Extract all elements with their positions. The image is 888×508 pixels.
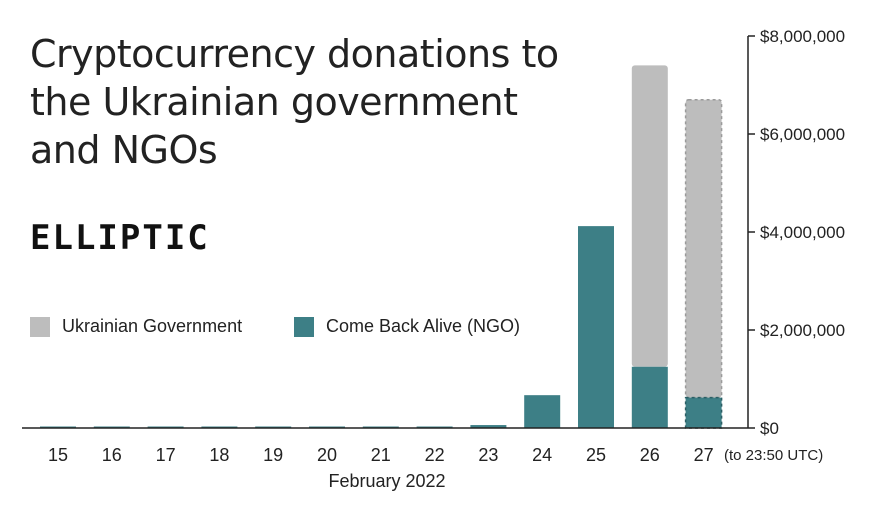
x-tick-label-18: 18 — [209, 445, 229, 465]
x-tick-label-17: 17 — [156, 445, 176, 465]
y-tick-label-2: $4,000,000 — [760, 223, 845, 242]
bar-ngo-23 — [470, 425, 507, 428]
bar-ngo-24 — [524, 395, 561, 428]
x-tick-label-19: 19 — [263, 445, 283, 465]
x-tick-label-21: 21 — [371, 445, 391, 465]
x-tick-label-16: 16 — [102, 445, 122, 465]
legend-label-government: Ukrainian Government — [62, 316, 243, 336]
y-tick-label-0: $0 — [760, 419, 779, 438]
y-tick-label-1: $2,000,000 — [760, 321, 845, 340]
x-tick-label-23: 23 — [478, 445, 498, 465]
bar-ngo-26 — [631, 366, 668, 428]
legend-swatch-ngo — [294, 316, 314, 337]
x-tick-label-26: 26 — [640, 445, 660, 465]
x-axis-label: February 2022 — [328, 471, 445, 491]
last-day-note: (to 23:50 UTC) — [724, 447, 823, 464]
bar-ngo-25 — [578, 226, 614, 428]
bar-government-26 — [631, 65, 668, 367]
legend-item-ngo: Come Back Alive (NGO) — [294, 316, 520, 337]
bar-government-27 — [684, 98, 723, 399]
legend-swatch-government — [30, 316, 50, 337]
legend-item-government: Ukrainian Government — [30, 316, 242, 337]
elliptic-logo: ELLIPTIC — [30, 218, 210, 258]
bar-ngo-27 — [684, 396, 723, 429]
x-tick-label-27: 27 — [694, 445, 714, 465]
x-tick-label-22: 22 — [425, 445, 445, 465]
legend-label-ngo: Come Back Alive (NGO) — [326, 316, 521, 336]
chart-title: Cryptocurrency donations to the Ukrainia… — [30, 32, 559, 172]
y-tick-label-4: $8,000,000 — [760, 27, 845, 46]
x-tick-label-25: 25 — [586, 445, 606, 465]
y-tick-label-3: $6,000,000 — [760, 125, 845, 144]
x-tick-label-20: 20 — [317, 445, 337, 465]
x-tick-label-15: 15 — [48, 445, 68, 465]
x-tick-label-24: 24 — [532, 445, 552, 465]
